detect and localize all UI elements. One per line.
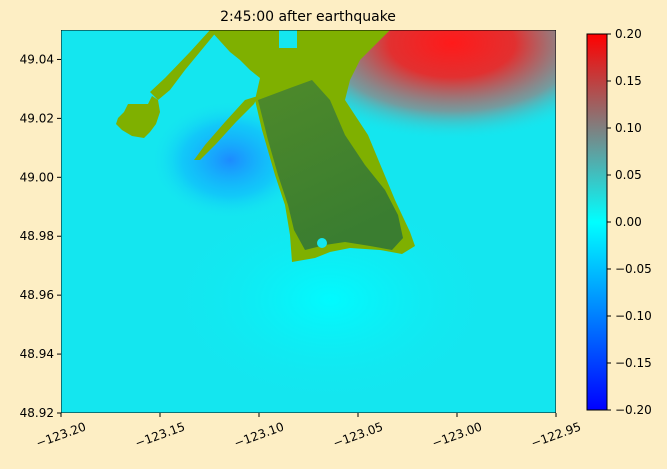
causeway [194,96,258,160]
y-tick-label: 48.94 [20,347,54,361]
colorbar-tick-label: −0.05 [615,262,652,276]
x-tick-label: −123.00 [430,420,484,451]
x-tick-label: −122.95 [529,420,583,451]
lagoon [317,238,327,248]
x-tick-label: −123.20 [34,420,88,451]
y-tick-label: 49.02 [20,111,54,125]
x-tick-label: −123.10 [232,420,286,451]
inlet-water [279,30,297,48]
x-tick-label: −123.15 [133,420,187,451]
colorbar-tick-label: −0.15 [615,356,652,370]
colorbar-tick-label: −0.10 [615,309,652,323]
sandspit [150,30,218,100]
land-mass [116,30,415,262]
colorbar-tick-label: 0.05 [615,168,642,182]
x-axis: −123.20 −123.15 −123.10 −123.05 −123.00 −122.… [34,413,583,450]
y-tick-label: 48.96 [20,288,54,302]
peninsula-interior [258,80,403,250]
colorbar-tick-label: −0.20 [615,403,652,417]
colorbar-tick-label: 0.20 [615,27,642,41]
y-tick-label: 49.04 [20,52,54,66]
x-tick-label: −123.05 [331,420,385,451]
near-zero-anomaly [160,190,500,410]
colorbar-tick-label: 0.00 [615,215,642,229]
colorbar-tick-label: 0.10 [615,121,642,135]
chart-title: 2:45:00 after earthquake [220,9,396,25]
colorbar: −0.20 −0.15 −0.10 −0.05 0.00 0.05 0.10 0.15 0.20 [586,27,652,417]
y-axis: 48.92 48.94 48.96 48.98 49.00 49.02 49.04 [20,52,61,420]
colorbar-tick-label: 0.15 [615,74,642,88]
plot-area [61,30,556,413]
western-islet [116,96,160,138]
colorbar-gradient [587,34,607,410]
y-tick-label: 49.00 [20,170,54,184]
y-tick-label: 48.98 [20,229,54,243]
y-tick-label: 48.92 [20,406,54,420]
